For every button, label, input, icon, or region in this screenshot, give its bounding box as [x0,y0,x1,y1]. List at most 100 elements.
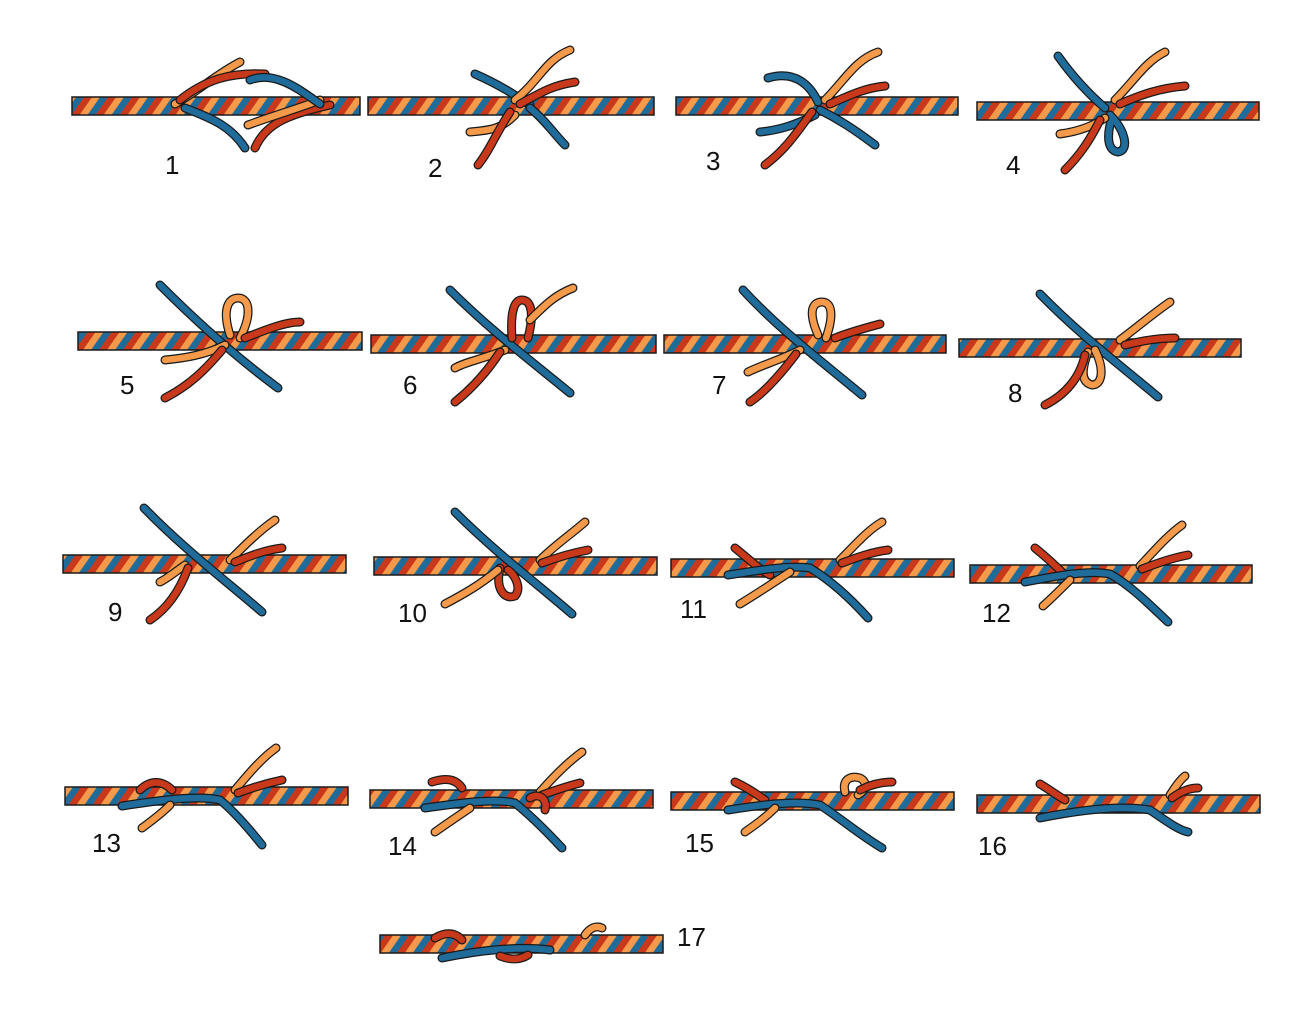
step-label: 6 [403,370,417,400]
strand-outline [1040,350,1090,410]
strand-red [234,776,286,797]
loose-strands [1020,520,1193,627]
step-16: 16 [976,771,1261,861]
step-11: 11 [670,517,955,624]
step-label: 5 [120,370,134,400]
step-17: 17 [379,922,706,964]
strand-orange [1039,576,1074,610]
strand-red [495,564,522,601]
step-label: 14 [388,831,417,861]
strand-red [146,564,192,624]
strand-orange [526,284,577,324]
strand-orange [536,518,589,564]
strand-orange [511,46,574,104]
strand-red [1168,784,1202,802]
loose-strands [139,503,287,625]
strand-blue [156,281,282,392]
strand-blue [1021,569,1172,626]
strand-red [1138,551,1192,573]
strand-red [831,320,884,342]
strand-red [161,346,226,402]
strand-blue [246,74,324,108]
step-label: 9 [108,597,122,627]
step-label: 8 [1008,378,1022,408]
step-label: 16 [978,831,1007,861]
strand-red [1036,780,1069,804]
strand-red [1121,334,1179,349]
strand-orange [821,48,882,104]
strand-orange [1116,298,1174,344]
step-15: 15 [670,772,955,858]
step-label: 10 [398,598,427,628]
strand-blue [438,945,554,962]
strand-blue [421,797,566,852]
strand-red [176,70,269,104]
strand-blue [118,794,266,849]
strand-orange [441,566,502,608]
strand-red [826,82,889,108]
step-label: 2 [428,153,442,183]
step-13: 13 [64,743,349,858]
loose-strands [445,283,578,407]
strand-blue [816,106,879,149]
strand-blue [181,104,249,152]
step-label: 17 [677,922,706,952]
strand-blue [446,286,574,397]
strand-blue [1036,290,1162,401]
step-6: 6 [370,283,657,407]
strand-red [856,778,896,794]
strand-red [496,951,532,963]
strand-blue [724,563,872,622]
strand-red [516,78,579,108]
step-3: 3 [675,47,959,176]
strand-red [431,930,466,944]
strand-orange [138,801,174,832]
strand-orange [431,804,474,836]
strand-red [1061,116,1104,174]
strand-red [241,318,304,342]
step-14: 14 [369,747,654,861]
strand-orange [808,298,835,342]
loose-strands [755,47,890,170]
strand-red [761,108,816,169]
loose-strands [1053,47,1190,175]
strand-red [1116,82,1189,108]
loose-strands [1035,771,1203,837]
strand-red [251,101,334,152]
strand-orange [836,518,886,564]
strand-blue [739,286,866,399]
loose-strands [117,743,287,850]
step-label: 15 [685,828,714,858]
strand-blue [140,504,266,616]
step-label: 12 [982,598,1011,628]
loose-strands [723,517,893,623]
strand-orange [466,111,519,136]
loose-strands [723,772,897,853]
strand-orange [1136,521,1186,570]
strand-orange [581,923,606,939]
strand-orange [1166,772,1189,799]
loose-strands [170,57,335,153]
strand-red [526,792,549,814]
strand-blue [1036,804,1192,836]
step-10: 10 [373,507,658,628]
step-12: 12 [969,520,1253,628]
strand-orange [226,516,279,564]
strand-orange [536,748,586,796]
strand-orange [223,294,252,342]
step-label: 3 [706,146,720,176]
strand-blue [451,508,576,618]
step-4: 4 [976,47,1260,180]
loose-strands [440,507,593,619]
strand-blue [526,104,569,149]
loose-strands [1035,289,1180,410]
loose-strands [155,280,305,403]
step-9: 9 [62,503,347,627]
strand-orange [741,804,779,836]
strand-orange [231,744,280,794]
step-label: 1 [165,150,179,180]
step-label: 7 [712,370,726,400]
strand-red [231,544,286,566]
strand-red [731,778,769,804]
